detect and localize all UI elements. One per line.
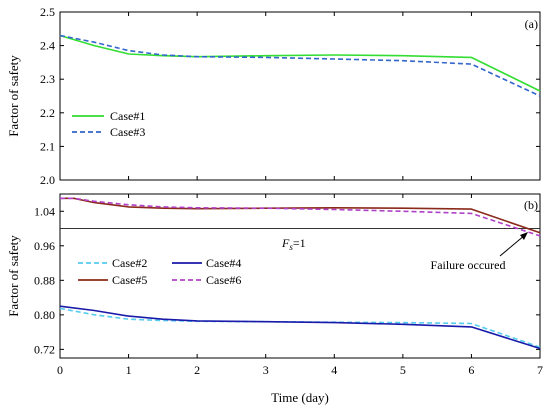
series-line-case1	[59, 34, 541, 92]
panel-a: 2.02.12.22.32.42.5 Factor of safety (a) …	[6, 5, 541, 187]
legend-entry-label: Case#1	[110, 109, 145, 123]
series-line-case2	[59, 307, 541, 348]
panel-b-label: (b)	[524, 198, 538, 212]
y-tick-label: 2.5	[40, 5, 55, 19]
series-line-case6	[60, 197, 541, 237]
x-tick-label: 3	[263, 363, 269, 377]
series-line-case3	[59, 34, 541, 97]
reference-label-main: F	[281, 236, 290, 250]
y-tick-label: 0.96	[34, 239, 55, 253]
x-tick-label: 5	[400, 363, 406, 377]
failure-arrow-line	[499, 234, 526, 257]
reference-line-label: Fs=1	[281, 236, 306, 252]
legend-entry-label: Case#3	[110, 125, 145, 139]
reference-label-rest: =1	[293, 236, 306, 250]
series-line-case5	[60, 197, 541, 234]
x-tick-label: 2	[194, 363, 200, 377]
y-tick-label: 0.72	[34, 342, 55, 356]
x-axis-label: Time (day)	[271, 390, 329, 405]
failure-annotation: Failure occured	[431, 258, 506, 272]
legend-entry-label: Case#2	[112, 256, 147, 270]
panel-a-series	[59, 34, 541, 97]
legend-entry-label: Case#5	[112, 273, 147, 287]
x-tick-label: 6	[468, 363, 474, 377]
series-line-case4	[59, 305, 541, 350]
panel-a-y-axis-label: Factor of safety	[6, 55, 21, 137]
legend-entry-label: Case#6	[206, 273, 241, 287]
panel-a-legend: Case#1 Case#3	[72, 109, 145, 139]
panel-a-label: (a)	[525, 17, 538, 31]
panel-b-y-axis-label: Factor of safety	[6, 235, 21, 317]
reference-label-sub: s	[289, 242, 293, 252]
panel-b-x-ticks: 0 1 2 3 4 5 6 7	[57, 194, 543, 377]
failure-arrow-head	[520, 232, 528, 240]
panel-b-y-ticks: 0.72 0.80 0.88 0.96 1.04	[34, 204, 540, 356]
y-tick-label: 2.3	[40, 72, 55, 86]
y-tick-label: 2.1	[40, 139, 55, 153]
y-tick-label: 0.80	[34, 308, 55, 322]
y-tick-label: 2.2	[40, 106, 55, 120]
y-tick-label: 1.04	[34, 204, 55, 218]
panel-b-frame	[59, 193, 541, 359]
x-tick-label: 1	[126, 363, 132, 377]
x-tick-label: 4	[331, 363, 337, 377]
x-tick-label: 7	[537, 363, 543, 377]
panel-b-legend: Case#2 Case#4 Case#5 Case#6	[78, 256, 241, 287]
panel-a-y-ticks: 2.0 2.1 2.2 2.3 2.4 2.5	[40, 5, 540, 187]
y-tick-label: 0.88	[34, 273, 55, 287]
panel-a-x-ticks	[59, 12, 541, 180]
panel-b-series	[59, 197, 541, 350]
panel-b: 0 1 2 3 4 5 6 7 0.72 0.80 0.88 0.96 1.04 Factor of …	[6, 193, 543, 405]
legend-entry-label: Case#4	[206, 256, 241, 270]
x-tick-label: 0	[57, 363, 63, 377]
y-tick-label: 2.0	[40, 173, 55, 187]
panel-a-frame	[59, 11, 541, 181]
y-tick-label: 2.4	[40, 39, 55, 53]
